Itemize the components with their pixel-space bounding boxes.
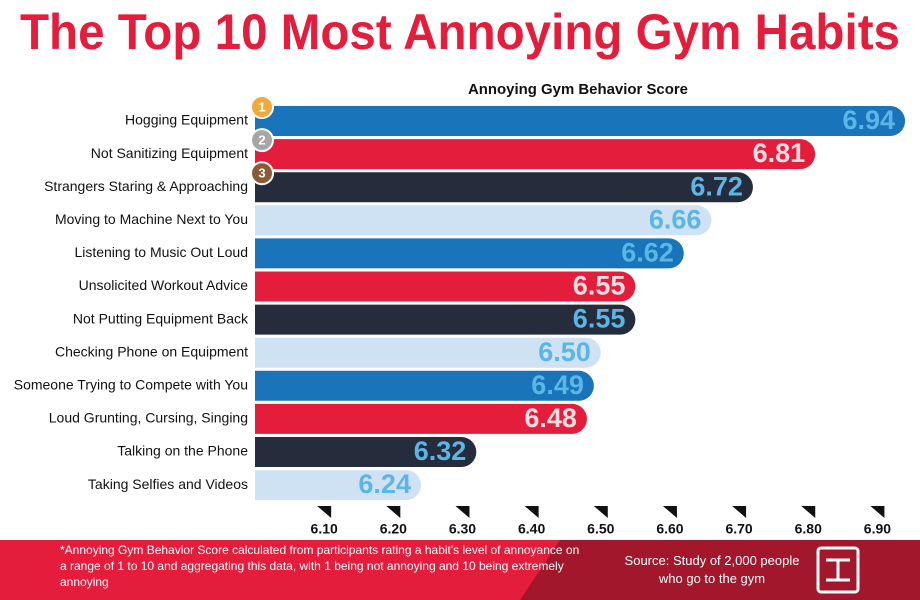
tick-mark bbox=[801, 506, 816, 518]
value-label: 6.50 bbox=[538, 337, 591, 367]
category-label: Not Sanitizing Equipment bbox=[91, 145, 248, 161]
axis-title: Annoying Gym Behavior Score bbox=[468, 81, 688, 98]
value-label: 6.72 bbox=[690, 171, 743, 201]
value-label: 6.24 bbox=[358, 469, 411, 499]
x-tick-label: 6.40 bbox=[518, 521, 545, 537]
category-label: Taking Selfies and Videos bbox=[88, 476, 248, 492]
x-tick-label: 6.70 bbox=[725, 521, 752, 537]
footer-band-dark bbox=[520, 540, 920, 600]
value-label: 6.62 bbox=[621, 238, 674, 268]
medal-label: 3 bbox=[258, 166, 265, 181]
chart-title: The Top 10 Most Annoying Gym Habits bbox=[20, 4, 900, 60]
bar bbox=[255, 304, 636, 335]
bar bbox=[255, 172, 753, 203]
medal-label: 2 bbox=[258, 133, 265, 148]
bar bbox=[255, 370, 594, 401]
bar bbox=[255, 337, 601, 368]
category-label: Not Putting Equipment Back bbox=[73, 310, 249, 326]
value-label: 6.49 bbox=[531, 370, 584, 400]
value-label: 6.55 bbox=[573, 271, 626, 301]
bar bbox=[255, 205, 712, 236]
tick-mark bbox=[455, 506, 470, 518]
category-label: Unsolicited Workout Advice bbox=[79, 277, 249, 293]
bar bbox=[255, 437, 477, 467]
value-label: 6.55 bbox=[573, 304, 626, 334]
gym-icon bbox=[816, 546, 860, 594]
bar bbox=[255, 271, 636, 302]
tick-mark bbox=[317, 506, 332, 518]
source: Source: Study of 2,000 people who go to … bbox=[624, 553, 800, 586]
x-tick-label: 6.60 bbox=[656, 521, 683, 537]
category-label: Hogging Equipment bbox=[125, 112, 248, 128]
tick-mark bbox=[662, 506, 677, 518]
bar bbox=[255, 403, 587, 434]
bar bbox=[255, 139, 816, 170]
medal bbox=[250, 95, 274, 119]
tick-mark bbox=[593, 506, 608, 518]
bar bbox=[255, 106, 906, 136]
category-label: Moving to Machine Next to You bbox=[55, 211, 248, 227]
category-label: Listening to Music Out Loud bbox=[74, 244, 248, 260]
medal bbox=[250, 161, 274, 186]
medal bbox=[250, 128, 274, 153]
value-label: 6.48 bbox=[524, 403, 577, 433]
category-label: Strangers Staring & Approaching bbox=[44, 178, 248, 194]
tick-mark bbox=[732, 506, 747, 518]
category-label: Checking Phone on Equipment bbox=[55, 343, 248, 359]
tick-mark bbox=[870, 506, 885, 518]
x-tick-label: 6.90 bbox=[864, 521, 891, 537]
bar bbox=[255, 238, 684, 269]
category-label: Loud Grunting, Cursing, Singing bbox=[49, 410, 248, 426]
category-label: Talking on the Phone bbox=[117, 443, 248, 459]
value-label: 6.94 bbox=[843, 105, 896, 135]
value-label: 6.32 bbox=[414, 436, 467, 466]
value-label: 6.66 bbox=[649, 204, 702, 234]
bar bbox=[255, 470, 421, 501]
x-tick-label: 6.20 bbox=[380, 521, 407, 537]
tick-mark bbox=[524, 506, 539, 518]
x-tick-label: 6.80 bbox=[795, 521, 822, 537]
tick-mark bbox=[386, 506, 401, 518]
value-label: 6.81 bbox=[753, 138, 806, 168]
footnote: *Annoying Gym Behavior Score calculated … bbox=[60, 543, 580, 589]
x-tick-label: 6.50 bbox=[587, 521, 614, 537]
x-tick-label: 6.30 bbox=[449, 521, 476, 537]
medal-label: 1 bbox=[258, 99, 265, 114]
x-tick-label: 6.10 bbox=[311, 521, 338, 537]
category-label: Someone Trying to Compete with You bbox=[14, 377, 248, 393]
